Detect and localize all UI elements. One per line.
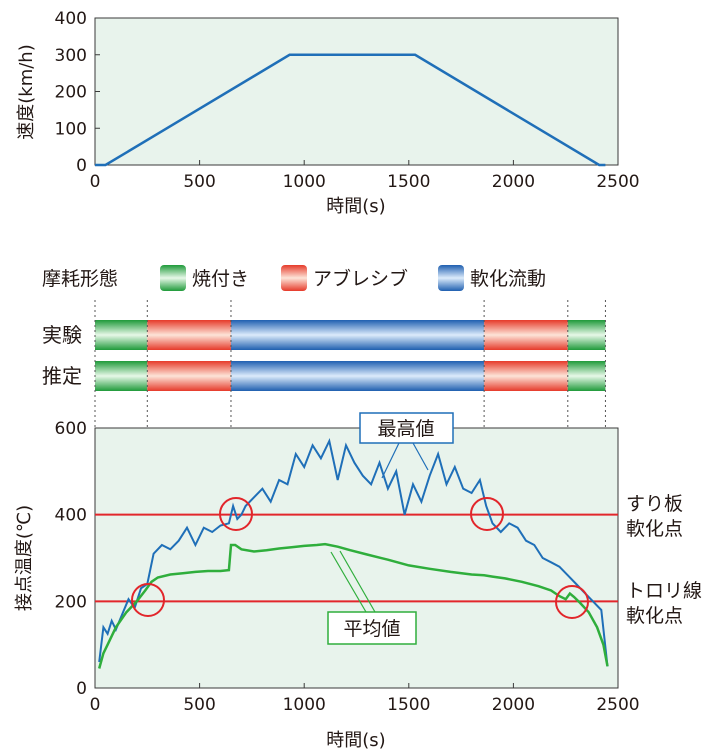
x-tick-label: 1000 bbox=[283, 172, 326, 192]
bar-segment-abrasive bbox=[147, 320, 231, 350]
avg-temp-series-line bbox=[97, 542, 609, 669]
legend-swatch-burn bbox=[160, 265, 186, 291]
x-tick-label: 1500 bbox=[387, 172, 430, 192]
legend-label-abrasive: アブレシブ bbox=[313, 267, 408, 290]
bar-segment-abrasive bbox=[484, 320, 568, 350]
max-callout-label: 最高値 bbox=[377, 418, 434, 440]
x-tick-label: 2000 bbox=[492, 695, 535, 715]
max-temp-series-line bbox=[98, 437, 609, 667]
bar-segment-abrasive bbox=[484, 361, 568, 391]
crossing-circle-1 bbox=[131, 583, 165, 617]
x-tick-label: 500 bbox=[183, 695, 215, 715]
legend-label-soft: 軟化流動 bbox=[470, 268, 546, 290]
temp-y-axis-label: 接点温度(℃) bbox=[14, 505, 35, 611]
upper-line-label-2: 軟化点 bbox=[626, 518, 683, 540]
bar-segment-burn bbox=[95, 361, 148, 391]
avg-callout-leader-1 bbox=[330, 551, 367, 613]
avg-callout-box bbox=[327, 611, 417, 645]
speed-y-ticks: 0 100 200 300 400 bbox=[55, 9, 100, 176]
bar-segment-burn bbox=[95, 320, 148, 350]
crossing-circle-4 bbox=[555, 585, 589, 619]
y-tick-label: 400 bbox=[55, 506, 87, 526]
temp-x-axis-label: 時間(s) bbox=[326, 730, 385, 751]
legend-swatch-soft bbox=[438, 265, 464, 291]
y-tick-label: 0 bbox=[76, 679, 87, 699]
upper-line-label-1: すり板 bbox=[626, 493, 683, 515]
x-tick-label: 2500 bbox=[596, 695, 639, 715]
x-tick-label: 0 bbox=[90, 172, 101, 192]
temp-y-ticks: 0 200 400 600 bbox=[55, 419, 100, 699]
y-tick-label: 600 bbox=[55, 419, 87, 439]
y-tick-label: 400 bbox=[55, 9, 87, 29]
x-tick-label: 500 bbox=[183, 172, 215, 192]
wear-legend: 摩耗形態 焼付き アブレシブ 軟化流動 bbox=[42, 265, 546, 291]
bar-segment-abrasive bbox=[147, 361, 231, 391]
bar-segment-soft bbox=[230, 361, 485, 391]
max-callout-leader-2 bbox=[412, 442, 429, 471]
speed-x-ticks: 0 500 1000 1500 2000 2500 bbox=[90, 160, 640, 192]
bar-segment-burn bbox=[567, 361, 606, 391]
bar-segment-burn bbox=[567, 320, 606, 350]
crossing-circle-2 bbox=[219, 497, 253, 531]
max-callout-box bbox=[359, 412, 454, 444]
bar-row-label-experiment: 実験 bbox=[42, 323, 82, 347]
x-tick-label: 2500 bbox=[596, 172, 639, 192]
legend-title: 摩耗形態 bbox=[42, 268, 118, 290]
legend-label-burn: 焼付き bbox=[192, 268, 249, 290]
x-tick-label: 1000 bbox=[283, 695, 326, 715]
bar-row-label-estimate: 推定 bbox=[42, 364, 82, 388]
crossing-circle-3 bbox=[470, 497, 504, 531]
bar-segments bbox=[95, 320, 606, 391]
speed-plot-area bbox=[94, 17, 619, 166]
x-tick-label: 1500 bbox=[387, 695, 430, 715]
avg-callout-label: 平均値 bbox=[343, 618, 400, 640]
y-tick-label: 300 bbox=[55, 46, 87, 66]
temp-x-ticks: 0 500 1000 1500 2000 2500 bbox=[90, 683, 640, 715]
wear-bars: 実験 推定 bbox=[42, 320, 606, 391]
speed-chart: 0 100 200 300 400 0 500 1000 1500 2000 2500 速度(km… bbox=[16, 9, 640, 217]
y-tick-label: 200 bbox=[55, 83, 87, 103]
y-tick-label: 200 bbox=[55, 592, 87, 612]
y-tick-label: 100 bbox=[55, 119, 87, 139]
bar-segment-soft bbox=[230, 320, 485, 350]
avg-callout-leader-2 bbox=[339, 550, 376, 613]
lower-line-label-2: 軟化点 bbox=[626, 605, 683, 627]
speed-x-axis-label: 時間(s) bbox=[326, 196, 385, 217]
speed-y-axis-label: 速度(km/h) bbox=[16, 44, 37, 139]
lower-line-label-1: トロリ線 bbox=[626, 580, 702, 602]
x-tick-label: 2000 bbox=[492, 172, 535, 192]
max-callout-leader-1 bbox=[381, 442, 400, 479]
speed-series-line bbox=[95, 53, 606, 167]
x-tick-label: 0 bbox=[90, 695, 101, 715]
legend-swatch-abrasive bbox=[281, 265, 307, 291]
y-tick-label: 0 bbox=[76, 156, 87, 176]
